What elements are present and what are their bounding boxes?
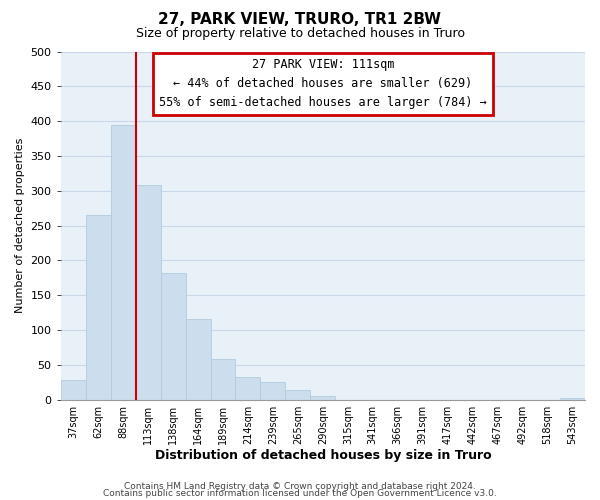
- Bar: [211, 360, 235, 400]
- Y-axis label: Number of detached properties: Number of detached properties: [15, 138, 25, 314]
- Bar: [136, 185, 161, 400]
- Bar: [161, 273, 185, 400]
- Text: Contains public sector information licensed under the Open Government Licence v3: Contains public sector information licen…: [103, 490, 497, 498]
- Bar: [185, 319, 211, 400]
- Text: Size of property relative to detached houses in Truro: Size of property relative to detached ho…: [136, 28, 464, 40]
- Bar: [560, 398, 585, 400]
- Bar: [235, 378, 260, 400]
- Text: 27 PARK VIEW: 111sqm
← 44% of detached houses are smaller (629)
55% of semi-deta: 27 PARK VIEW: 111sqm ← 44% of detached h…: [159, 58, 487, 110]
- X-axis label: Distribution of detached houses by size in Truro: Distribution of detached houses by size …: [155, 450, 491, 462]
- Bar: [310, 396, 335, 400]
- Bar: [61, 380, 86, 400]
- Text: Contains HM Land Registry data © Crown copyright and database right 2024.: Contains HM Land Registry data © Crown c…: [124, 482, 476, 491]
- Bar: [286, 390, 310, 400]
- Text: 27, PARK VIEW, TRURO, TR1 2BW: 27, PARK VIEW, TRURO, TR1 2BW: [158, 12, 442, 28]
- Bar: [110, 124, 136, 400]
- Bar: [260, 382, 286, 400]
- Bar: [86, 215, 110, 400]
